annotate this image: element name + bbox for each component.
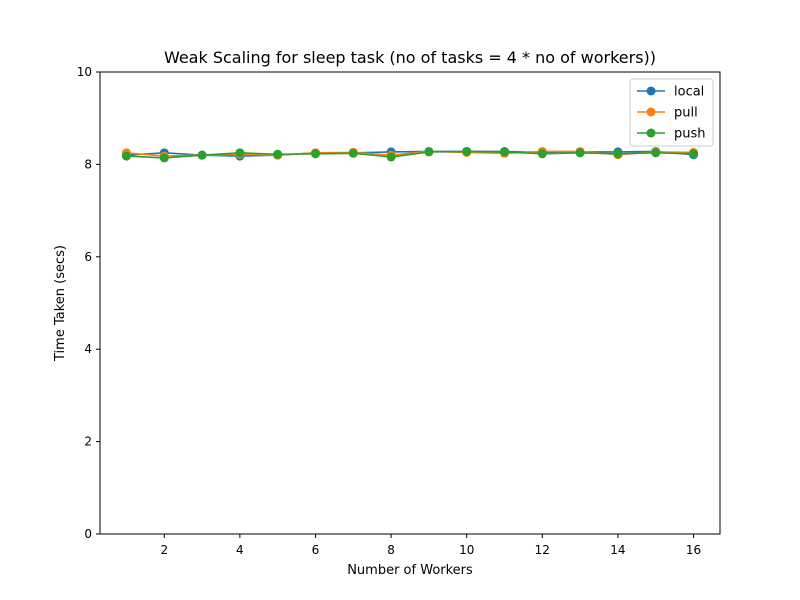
data-point-push bbox=[500, 147, 510, 157]
legend-item-push: push bbox=[637, 127, 706, 142]
chart-title: Weak Scaling for sleep task (no of tasks… bbox=[164, 48, 656, 67]
legend-label: push bbox=[674, 127, 706, 142]
x-tick-label: 14 bbox=[610, 543, 625, 557]
data-point-push bbox=[424, 147, 434, 157]
data-point-push bbox=[159, 153, 169, 163]
legend-label: pull bbox=[674, 106, 698, 121]
data-point-push bbox=[121, 151, 131, 161]
legend-marker bbox=[646, 128, 656, 138]
x-tick-label: 8 bbox=[387, 543, 395, 557]
data-point-push bbox=[348, 148, 358, 158]
series-line-push bbox=[126, 150, 694, 159]
data-point-push bbox=[386, 152, 396, 162]
y-axis-label: Time Taken (secs) bbox=[53, 245, 68, 362]
legend-marker bbox=[646, 86, 656, 96]
x-tick-label: 6 bbox=[312, 543, 320, 557]
legend-item-local: local bbox=[637, 85, 704, 100]
series-layer bbox=[121, 146, 699, 163]
y-tick-label: 10 bbox=[77, 65, 92, 79]
series-push bbox=[121, 146, 699, 163]
x-tick-label: 16 bbox=[686, 543, 701, 557]
legend-marker bbox=[646, 107, 656, 117]
data-point-push bbox=[273, 149, 283, 159]
legend-item-pull: pull bbox=[637, 106, 698, 121]
y-tick-label: 0 bbox=[84, 527, 92, 541]
y-tick-label: 4 bbox=[84, 342, 92, 356]
plot-frame bbox=[99, 71, 721, 535]
x-axis-label: Number of Workers bbox=[347, 563, 473, 578]
data-point-push bbox=[462, 146, 472, 156]
data-point-push bbox=[310, 149, 320, 159]
data-point-push bbox=[575, 148, 585, 158]
legend: local pull push bbox=[629, 78, 714, 147]
x-tick-label: 4 bbox=[236, 543, 244, 557]
plot-area bbox=[99, 71, 721, 535]
x-axis: 2 4 6 8 10 12 14 16 bbox=[160, 534, 701, 557]
data-point-push bbox=[537, 149, 547, 159]
series-line-local bbox=[126, 150, 694, 157]
legend-label: local bbox=[674, 85, 704, 100]
data-point-push bbox=[235, 148, 245, 158]
x-tick-label: 12 bbox=[535, 543, 550, 557]
y-axis: 0 2 4 6 8 10 bbox=[77, 65, 100, 541]
y-tick-label: 8 bbox=[84, 157, 92, 171]
data-point-push bbox=[613, 149, 623, 159]
data-point-push bbox=[651, 148, 661, 158]
data-point-push bbox=[689, 149, 699, 159]
y-tick-label: 6 bbox=[84, 250, 92, 264]
y-tick-label: 2 bbox=[84, 435, 92, 449]
x-tick-label: 2 bbox=[160, 543, 168, 557]
data-point-push bbox=[197, 150, 207, 160]
x-tick-label: 10 bbox=[459, 543, 474, 557]
